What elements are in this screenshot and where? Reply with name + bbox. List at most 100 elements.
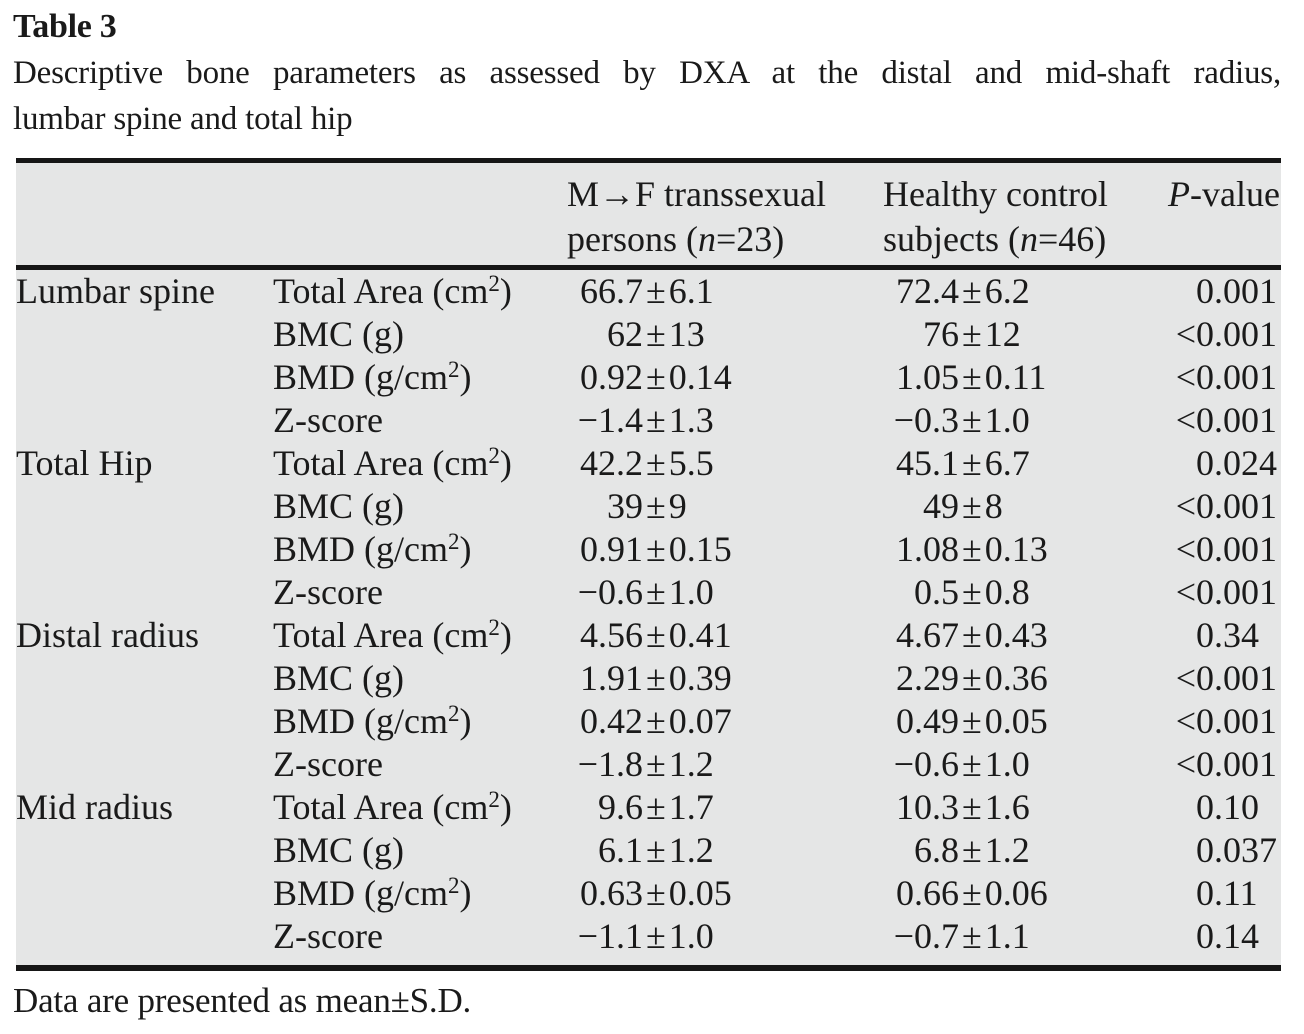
group-cell [16, 571, 273, 614]
table-body: Lumbar spine Total Area (cm2) 66.7 ±6.1 7… [16, 270, 1281, 958]
hc-value-cell: 4.67 ±0.43 [896, 615, 1048, 655]
hc-value-cell: 0.66 ±0.06 [896, 873, 1048, 913]
hc-value-cell: −0.6 ±1.0 [893, 744, 1030, 784]
param-cell: BMC (g) [273, 314, 405, 354]
param-cell: Z-score [273, 572, 383, 612]
mf-value-cell: −0.6 ±1.0 [577, 572, 714, 612]
hc-value-cell: 2.29 ±0.36 [896, 658, 1048, 698]
table-row: BMC (g) 39 ±9 49 ±8 <0.001 [16, 485, 1281, 528]
group-cell [16, 829, 273, 872]
p-symbol: P [1168, 174, 1190, 214]
p-value-cell: 0.037 [1196, 830, 1277, 870]
mf-value-cell: −1.8 ±1.2 [577, 744, 714, 784]
p-value-cell: 0.10 [1196, 787, 1259, 827]
param-cell: BMD (g/cm2) [273, 701, 472, 741]
hc-value-cell: 10.3 ±1.6 [896, 787, 1030, 827]
hc-value-cell: 45.1 ±6.7 [896, 443, 1030, 483]
table-top-rule [16, 158, 1281, 163]
n-symbol: n [697, 219, 716, 259]
mf-value-cell: 0.42 ±0.07 [580, 701, 732, 741]
mf-header-line-1: M→F transsexual [567, 174, 826, 214]
mf-value-cell: 1.91 ±0.39 [580, 658, 732, 698]
mf-value-cell: 66.7 ±6.1 [580, 271, 714, 311]
n-symbol: n [1019, 219, 1038, 259]
group-cell: Mid radius [16, 787, 173, 827]
p-value-cell: <0.001 [1175, 658, 1277, 698]
caption-line-1: Descriptive bone parameters as assessed … [13, 55, 1281, 91]
param-cell: BMC (g) [273, 658, 405, 698]
caption-line-2: lumbar spine and total hip [13, 101, 353, 137]
p-value-cell: <0.001 [1175, 357, 1277, 397]
hc-value-cell: 6.8 ±1.2 [914, 830, 1030, 870]
mf-value-cell: 0.91 ±0.15 [580, 529, 732, 569]
group-cell: Total Hip [16, 443, 153, 483]
hc-value-cell: 72.4 ±6.2 [896, 271, 1030, 311]
group-cell [16, 485, 273, 528]
group-cell: Lumbar spine [16, 271, 215, 311]
mf-value-cell: −1.1 ±1.0 [577, 916, 714, 956]
table-row: Distal radius Total Area (cm2) 4.56 ±0.41… [16, 614, 1281, 657]
table-row: BMC (g) 6.1 ±1.2 6.8 ±1.2 0.037 [16, 829, 1281, 872]
param-cell: BMD (g/cm2) [273, 529, 472, 569]
p-value-cell: <0.001 [1175, 572, 1277, 612]
param-cell: BMC (g) [273, 830, 405, 870]
p-value-cell: 0.024 [1196, 443, 1277, 483]
table-footnote: Data are presented as mean±S.D. [13, 981, 472, 1020]
group-cell: Distal radius [16, 615, 199, 655]
table-row: Z-score −0.6 ±1.0 0.5 ±0.8 <0.001 [16, 571, 1281, 614]
p-value-cell: <0.001 [1175, 486, 1277, 526]
table-row: Z-score −1.4 ±1.3 −0.3 ±1.0 <0.001 [16, 399, 1281, 442]
table-row: Z-score −1.1 ±1.0 −0.7 ±1.1 0.14 [16, 915, 1281, 958]
p-value-cell: 0.11 [1196, 873, 1258, 913]
column-header-pvalue: P-value [1168, 174, 1280, 214]
group-cell [16, 872, 273, 915]
mf-value-cell: 9.6 ±1.7 [598, 787, 714, 827]
column-header-mf-transsexual: M→F transsexual persons (n=23) [567, 172, 826, 262]
table-row: Z-score −1.8 ±1.2 −0.6 ±1.0 <0.001 [16, 743, 1281, 786]
mf-header-line-2: persons (n=23) [567, 219, 785, 259]
param-cell: BMD (g/cm2) [273, 357, 472, 397]
table-row: Mid radius Total Area (cm2) 9.6 ±1.7 10.3… [16, 786, 1281, 829]
param-cell: Total Area (cm2) [273, 443, 512, 483]
table-number-label: Table 3 [13, 8, 117, 45]
group-cell [16, 356, 273, 399]
table-row: BMC (g) 1.91 ±0.39 2.29 ±0.36 <0.001 [16, 657, 1281, 700]
table-header-rule [16, 265, 1281, 270]
p-value-cell: <0.001 [1175, 744, 1277, 784]
hc-value-cell: 0.49 ±0.05 [896, 701, 1048, 741]
group-cell [16, 700, 273, 743]
table-row: Total Hip Total Area (cm2) 42.2 ±5.5 45.1… [16, 442, 1281, 485]
hc-value-cell: 0.5 ±0.8 [914, 572, 1030, 612]
p-value-cell: <0.001 [1175, 314, 1277, 354]
mf-value-cell: 6.1 ±1.2 [598, 830, 714, 870]
table-row: BMD (g/cm2) 0.92 ±0.14 1.05 ±0.11 <0.001 [16, 356, 1281, 399]
column-header-healthy-control: Healthy control subjects (n=46) [883, 172, 1108, 262]
group-cell [16, 743, 273, 786]
hc-value-cell: 1.08 ±0.13 [896, 529, 1048, 569]
table-row: BMC (g) 62 ±13 76 ±12 <0.001 [16, 313, 1281, 356]
group-cell [16, 657, 273, 700]
param-cell: BMD (g/cm2) [273, 873, 472, 913]
mf-value-cell: −1.4 ±1.3 [577, 400, 714, 440]
hc-value-cell: 49 ±8 [923, 486, 1003, 526]
table-row: Lumbar spine Total Area (cm2) 66.7 ±6.1 7… [16, 270, 1281, 313]
mf-value-cell: 0.63 ±0.05 [580, 873, 732, 913]
hc-value-cell: −0.7 ±1.1 [893, 916, 1030, 956]
param-cell: Z-score [273, 744, 383, 784]
group-cell [16, 399, 273, 442]
table-row: BMD (g/cm2) 0.63 ±0.05 0.66 ±0.06 0.11 [16, 872, 1281, 915]
param-cell: Z-score [273, 400, 383, 440]
param-cell: Total Area (cm2) [273, 787, 512, 827]
table-row: BMD (g/cm2) 0.42 ±0.07 0.49 ±0.05 <0.001 [16, 700, 1281, 743]
hc-value-cell: 76 ±12 [923, 314, 1021, 354]
hc-value-cell: −0.3 ±1.0 [893, 400, 1030, 440]
mf-value-cell: 4.56 ±0.41 [580, 615, 732, 655]
p-value-cell: 0.14 [1196, 916, 1259, 956]
p-value-cell: <0.001 [1175, 529, 1277, 569]
group-cell [16, 528, 273, 571]
param-cell: Total Area (cm2) [273, 615, 512, 655]
group-cell [16, 915, 273, 958]
p-value-cell: 0.34 [1196, 615, 1259, 655]
table-caption: Descriptive bone parameters as assessed … [13, 50, 1281, 142]
